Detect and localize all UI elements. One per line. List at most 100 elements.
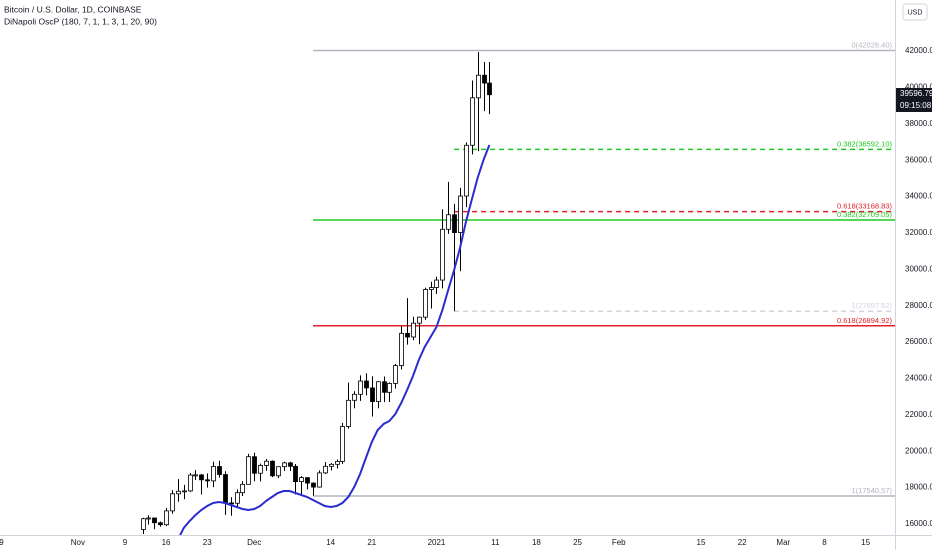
candle-body	[446, 214, 451, 230]
x-tick-label: Feb	[612, 538, 626, 547]
candle-body	[246, 456, 251, 485]
candle-body	[229, 502, 234, 505]
oscillator	[179, 144, 491, 535]
candle-body	[376, 381, 381, 402]
fib-levels: 0(42028.40) 0.382(36592.10) 0.618(33168.83…	[313, 41, 895, 497]
last-price-box	[896, 88, 932, 112]
fib-label: 0.618(33168.83)	[837, 202, 893, 211]
candle-body	[182, 490, 187, 493]
x-tick-label: 14	[326, 538, 335, 547]
candle-body	[282, 462, 287, 468]
candle-body	[152, 517, 157, 524]
fib-label: 0.618(26894.92)	[837, 316, 893, 325]
candle-body	[311, 482, 316, 488]
x-tick-label: 9	[0, 538, 4, 547]
candle-body	[476, 74, 481, 99]
candle-body	[252, 456, 257, 474]
y-tick-label: 42000.00	[905, 46, 932, 55]
x-tick-label: Mar	[776, 538, 790, 547]
candle-body	[346, 399, 351, 427]
currency-box[interactable]	[902, 3, 928, 21]
y-tick-label: 30000.00	[905, 264, 932, 273]
x-tick-label: 16	[162, 538, 171, 547]
candle-body	[264, 460, 269, 466]
candle-body	[258, 465, 263, 474]
candle-body	[352, 393, 357, 401]
candle-body	[458, 195, 463, 233]
candle-body	[317, 472, 322, 488]
countdown: 09:15:08	[900, 101, 932, 110]
candle-body	[270, 460, 275, 477]
candle-body	[176, 490, 181, 495]
candles	[141, 51, 492, 534]
y-tick-label: 22000.00	[905, 410, 932, 419]
candle-body	[205, 479, 210, 482]
candle-body	[452, 214, 457, 233]
candle-body	[217, 466, 222, 475]
candle-body	[399, 332, 404, 366]
y-tick-label: 28000.00	[905, 301, 932, 310]
candle-body	[288, 462, 293, 467]
candle-body	[170, 493, 175, 512]
x-tick-label: 8	[822, 538, 827, 547]
x-tick-label: 25	[573, 538, 582, 547]
x-tick-label: 15	[697, 538, 706, 547]
candle-body	[235, 492, 240, 504]
chart-title: Bitcoin / U.S. Dollar, 1D, COINBASE	[4, 4, 142, 14]
x-tick-label: 15	[861, 538, 870, 547]
x-tick-label: 2021	[428, 538, 446, 547]
candle-body	[382, 381, 387, 393]
x-tick-label: 22	[738, 538, 747, 547]
candle-body	[293, 465, 298, 483]
y-tick-label: 26000.00	[905, 337, 932, 346]
x-tick-label: 21	[367, 538, 376, 547]
fib-label: 0.382(36592.10)	[837, 139, 893, 148]
candle-body	[423, 289, 428, 318]
candle-body	[464, 144, 469, 197]
fib-label: 0(42028.40)	[852, 41, 893, 50]
candle-body	[141, 518, 146, 530]
candle-body	[276, 466, 281, 477]
candle-body	[199, 474, 204, 481]
candle-body	[417, 316, 422, 324]
y-tick-label: 18000.00	[905, 483, 932, 492]
currency[interactable]: USD	[908, 9, 923, 16]
fib-label: 0.382(32709.05)	[837, 210, 893, 219]
candle-body	[470, 97, 475, 146]
y-tick-label: 40000.00	[905, 83, 932, 92]
fib-label: 1(17540.57)	[852, 486, 893, 495]
candle-body	[487, 82, 492, 96]
candle-body	[211, 466, 216, 482]
indicator-title: DiNapoli OscP (180, 7, 1, 1, 3, 1, 20, 9…	[4, 16, 157, 26]
y-tick-label: 34000.00	[905, 192, 932, 201]
candle-body	[482, 74, 487, 84]
y-tick-label: 20000.00	[905, 446, 932, 455]
oscillator-line	[179, 144, 491, 535]
candle-body	[164, 510, 169, 526]
candle-body	[358, 380, 363, 395]
candle-body	[405, 332, 410, 338]
candle-body	[340, 426, 345, 462]
y-tick-label: 32000.00	[905, 228, 932, 237]
candle-body	[193, 474, 198, 477]
fib-label: 1(27697.52)	[852, 301, 893, 310]
candle-body	[305, 477, 310, 484]
candle-body	[223, 474, 228, 504]
candle-body	[393, 365, 398, 384]
x-tick-label: 18	[532, 538, 541, 547]
candle-body	[364, 380, 369, 389]
candle-body	[370, 387, 375, 402]
candle-body	[299, 477, 304, 483]
candle-body	[429, 287, 434, 290]
y-tick-label: 24000.00	[905, 374, 932, 383]
candle-body	[434, 279, 439, 288]
x-tick-label: Nov	[71, 538, 85, 547]
y-tick-label: 38000.00	[905, 119, 932, 128]
y-tick-label: 36000.00	[905, 155, 932, 164]
y-tick-label: 16000.00	[905, 519, 932, 528]
candle-body	[188, 474, 193, 492]
x-tick-label: Dec	[247, 538, 261, 547]
x-tick-label: 9	[123, 538, 128, 547]
